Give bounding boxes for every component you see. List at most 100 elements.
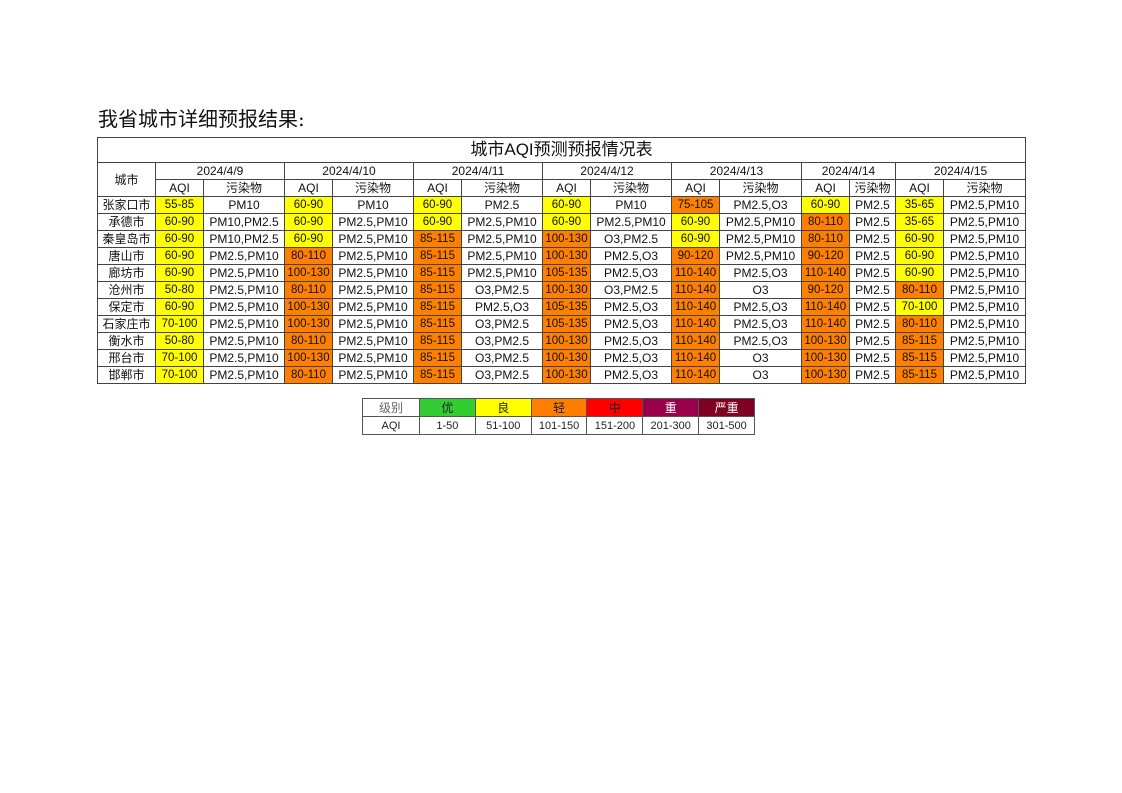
- pollutant-cell: PM2.5,PM10: [332, 247, 414, 265]
- pollutant-cell: PM2.5,PM10: [332, 332, 414, 350]
- pollutant-cell: PM2.5,PM10: [332, 349, 414, 367]
- pollutant-cell: PM2.5,PM10: [942, 315, 1027, 333]
- aqi-range-cell: 90-120: [671, 247, 720, 265]
- pollutant-cell: PM2.5,PM10: [332, 264, 414, 282]
- table-row: 沧州市 50-80 PM2.5,PM10 80-110 PM2.5,PM10 85-115…: [97, 281, 1027, 299]
- pollutant-cell: PM2.5: [849, 315, 896, 333]
- city-name: 邢台市: [97, 349, 156, 367]
- pollutant-cell: O3,PM2.5: [590, 281, 672, 299]
- aqi-range-cell: 100-130: [542, 349, 591, 367]
- pollutant-header: 污染物: [332, 179, 414, 197]
- pollutant-cell: O3: [719, 366, 802, 384]
- city-name: 石家庄市: [97, 315, 156, 333]
- aqi-range-cell: 80-110: [895, 281, 944, 299]
- city-name: 衡水市: [97, 332, 156, 350]
- aqi-range-cell: 100-130: [284, 349, 333, 367]
- aqi-range-cell: 50-80: [155, 332, 204, 350]
- legend-level-range: 51-100: [474, 416, 532, 435]
- aqi-range-cell: 85-115: [413, 349, 462, 367]
- legend-level-range: 201-300: [642, 416, 700, 435]
- pollutant-cell: PM2.5,O3: [590, 264, 672, 282]
- pollutant-cell: PM2.5,PM10: [332, 366, 414, 384]
- aqi-range-cell: 100-130: [801, 332, 850, 350]
- pollutant-cell: PM2.5,PM10: [719, 247, 802, 265]
- table-row: 秦皇岛市 60-90 PM10,PM2.5 60-90 PM2.5,PM10 85-115…: [97, 230, 1027, 248]
- aqi-range-cell: 85-115: [895, 349, 944, 367]
- pollutant-cell: PM2.5: [849, 264, 896, 282]
- aqi-range-cell: 60-90: [155, 247, 204, 265]
- table-row: 邢台市 70-100 PM2.5,PM10 100-130 PM2.5,PM10 85-1…: [97, 349, 1027, 367]
- date-header: 2024/4/14: [801, 162, 896, 180]
- legend-level-range: 301-500: [698, 416, 755, 435]
- aqi-range-cell: 60-90: [671, 230, 720, 248]
- aqi-range-cell: 85-115: [413, 230, 462, 248]
- pollutant-cell: PM2.5: [849, 247, 896, 265]
- aqi-range-cell: 105-135: [542, 264, 591, 282]
- pollutant-header: 污染物: [203, 179, 285, 197]
- aqi-range-cell: 105-135: [542, 315, 591, 333]
- city-name: 秦皇岛市: [97, 230, 156, 248]
- aqi-range-cell: 60-90: [895, 247, 944, 265]
- aqi-range-cell: 80-110: [284, 247, 333, 265]
- pollutant-cell: PM2.5,PM10: [203, 332, 285, 350]
- aqi-range-cell: 110-140: [671, 315, 720, 333]
- aqi-range-cell: 85-115: [895, 332, 944, 350]
- aqi-range-cell: 60-90: [284, 230, 333, 248]
- aqi-range-cell: 100-130: [542, 230, 591, 248]
- aqi-range-cell: 60-90: [284, 196, 333, 214]
- table-row: 保定市 60-90 PM2.5,PM10 100-130 PM2.5,PM10 85-11…: [97, 298, 1027, 316]
- aqi-range-cell: 60-90: [542, 196, 591, 214]
- pollutant-cell: PM2.5: [461, 196, 543, 214]
- pollutant-cell: PM2.5,PM10: [332, 230, 414, 248]
- pollutant-cell: PM2.5,O3: [590, 247, 672, 265]
- aqi-range-cell: 85-115: [413, 298, 462, 316]
- aqi-range-cell: 100-130: [801, 366, 850, 384]
- pollutant-cell: PM10: [590, 196, 672, 214]
- date-header: 2024/4/10: [284, 162, 414, 180]
- legend-level-name: 中: [586, 398, 644, 417]
- pollutant-cell: O3,PM2.5: [461, 315, 543, 333]
- pollutant-header: 污染物: [942, 179, 1027, 197]
- aqi-range-cell: 70-100: [155, 315, 204, 333]
- pollutant-cell: PM2.5,PM10: [942, 230, 1027, 248]
- aqi-header: AQI: [895, 179, 944, 197]
- pollutant-cell: PM2.5: [849, 196, 896, 214]
- aqi-range-cell: 110-140: [671, 366, 720, 384]
- aqi-range-cell: 110-140: [671, 298, 720, 316]
- pollutant-cell: O3,PM2.5: [461, 366, 543, 384]
- aqi-range-cell: 60-90: [801, 196, 850, 214]
- aqi-range-cell: 35-65: [895, 196, 944, 214]
- pollutant-cell: PM2.5,PM10: [942, 349, 1027, 367]
- pollutant-cell: PM2.5,PM10: [461, 247, 543, 265]
- pollutant-header: 污染物: [461, 179, 543, 197]
- pollutant-cell: PM2.5,PM10: [332, 298, 414, 316]
- pollutant-cell: PM2.5,O3: [719, 298, 802, 316]
- aqi-range-cell: 80-110: [284, 332, 333, 350]
- aqi-range-cell: 60-90: [155, 213, 204, 231]
- aqi-range-cell: 110-140: [671, 264, 720, 282]
- aqi-range-cell: 50-80: [155, 281, 204, 299]
- pollutant-header: 污染物: [719, 179, 802, 197]
- date-header: 2024/4/13: [671, 162, 802, 180]
- aqi-range-cell: 70-100: [155, 366, 204, 384]
- aqi-range-cell: 110-140: [671, 349, 720, 367]
- legend-level-name: 重: [642, 398, 700, 417]
- city-name: 廊坊市: [97, 264, 156, 282]
- city-name: 沧州市: [97, 281, 156, 299]
- pollutant-cell: PM2.5,O3: [719, 332, 802, 350]
- aqi-range-cell: 80-110: [284, 366, 333, 384]
- pollutant-cell: PM2.5,PM10: [461, 264, 543, 282]
- pollutant-cell: PM2.5,PM10: [203, 264, 285, 282]
- pollutant-cell: PM2.5,O3: [719, 315, 802, 333]
- legend-level-range: 151-200: [586, 416, 644, 435]
- pollutant-cell: PM10: [332, 196, 414, 214]
- pollutant-cell: PM2.5,PM10: [461, 213, 543, 231]
- aqi-range-cell: 55-85: [155, 196, 204, 214]
- aqi-range-cell: 100-130: [801, 349, 850, 367]
- pollutant-cell: PM2.5,PM10: [719, 213, 802, 231]
- aqi-range-cell: 105-135: [542, 298, 591, 316]
- pollutant-cell: PM2.5,O3: [590, 315, 672, 333]
- city-header: 城市: [97, 162, 156, 197]
- pollutant-cell: PM2.5,PM10: [203, 298, 285, 316]
- pollutant-cell: O3: [719, 349, 802, 367]
